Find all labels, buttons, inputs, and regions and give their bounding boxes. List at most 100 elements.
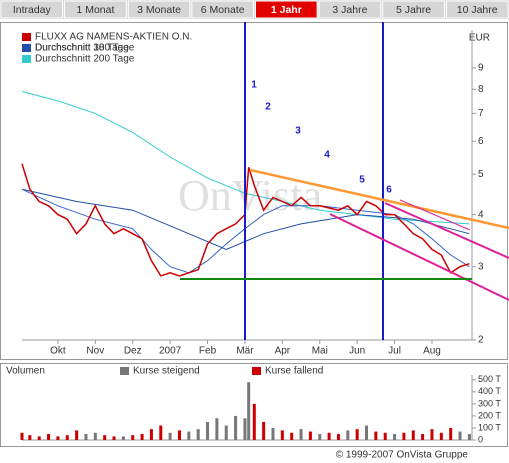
volume-bar (458, 431, 462, 440)
annotation: 4 (324, 150, 330, 161)
volume-bar (112, 436, 116, 440)
x-tick-label: Nov (86, 346, 104, 357)
volume-bar (131, 435, 135, 440)
tab-label[interactable]: 5 Jahre (396, 4, 431, 16)
volume-bar (290, 432, 294, 440)
tab-bar (0, 0, 509, 19)
y-tick-label: 9 (478, 63, 484, 74)
legend-swatch (22, 55, 31, 63)
volume-bar (355, 429, 359, 440)
watermark: OnVista (178, 171, 322, 220)
tab-label[interactable]: 3 Jahre (332, 4, 367, 16)
volume-bar (421, 433, 425, 440)
tab-label[interactable]: 10 Jahre (457, 4, 498, 16)
y-tick-label: 2 (478, 335, 484, 346)
legend-label: Durchschnitt 100 Tage (35, 43, 135, 54)
tab-label[interactable]: 1 Jahr (271, 4, 302, 16)
volume-bar (318, 433, 322, 440)
volume-bar (159, 425, 163, 440)
tab-label[interactable]: 6 Monate (201, 4, 245, 16)
tab[interactable] (255, 0, 318, 19)
volume-bar (262, 421, 266, 440)
trend-line (329, 213, 509, 301)
volume-bar (430, 429, 434, 440)
volume-bar (393, 433, 397, 440)
legend-swatch (22, 44, 31, 52)
trend-line (399, 199, 471, 231)
tab[interactable] (191, 0, 254, 19)
volume-bar (280, 430, 284, 440)
y-tick-label: 0 (478, 434, 483, 444)
annotation: 3 (295, 126, 301, 137)
volume-bar (299, 429, 303, 440)
volume-bar (47, 433, 51, 440)
volume-bar (449, 427, 453, 440)
volume-bar (75, 430, 79, 440)
y-tick-label: 7 (478, 108, 484, 119)
x-tick-label: Mär (236, 346, 254, 357)
volume-bar (20, 432, 24, 440)
volume-bar (37, 436, 41, 440)
volume-bar (121, 436, 125, 440)
volume-bar (84, 433, 88, 440)
y-tick-label: 4 (478, 209, 484, 220)
volume-bar (336, 433, 340, 440)
volume-bar (411, 430, 415, 440)
legend-label: Kurse fallend (265, 366, 323, 377)
y-tick-label: 3 (478, 261, 484, 272)
y-tick-label: 6 (478, 136, 484, 147)
volume-bar (224, 425, 228, 440)
y-tick-label: 8 (478, 84, 484, 95)
volume-bar (308, 431, 312, 440)
volume-bar (177, 430, 181, 440)
volume-bar (247, 382, 251, 440)
currency: EUR (469, 33, 490, 44)
legend-label: Durchschnitt 38 Tage (35, 43, 129, 54)
volume-bar (243, 418, 247, 440)
legend-swatch (22, 33, 31, 41)
tab[interactable] (382, 0, 445, 19)
volume-frame (0, 363, 508, 447)
x-tick-label: Jun (349, 346, 365, 357)
y-tick-label: 5 (478, 169, 484, 180)
line-series (21, 163, 470, 277)
legend-swatch (120, 367, 129, 375)
plot-area: Intraday 1 Monat 3 Monate 6 Monate 1 Jahr 3 J… (0, 0, 509, 444)
x-tick-label: Jul (388, 346, 401, 357)
volume-bar (103, 435, 107, 440)
y-tick-label: 400 T (478, 386, 501, 396)
annotation: 2 (265, 102, 271, 113)
volume-bar (206, 421, 210, 440)
volume-bar (327, 432, 331, 440)
tab[interactable] (318, 0, 382, 19)
x-tick-label: Aug (423, 346, 441, 357)
volume-bar (28, 435, 32, 440)
legend-swatch (252, 367, 261, 375)
x-tick-label: Feb (199, 346, 217, 357)
tab-label[interactable]: 1 Monat (76, 4, 114, 16)
annotation: 1 (251, 80, 257, 91)
copyright: © 1999-2007 OnVista Gruppe (336, 450, 469, 461)
volume-bar (187, 431, 191, 440)
volume-bar (383, 432, 387, 440)
x-tick-label: Mai (312, 346, 328, 357)
volume-bar (346, 430, 350, 440)
tab[interactable] (64, 0, 127, 19)
volume-bar (252, 403, 256, 440)
tab-label[interactable]: Intraday (13, 4, 52, 16)
trend-line (249, 168, 509, 230)
tab[interactable] (0, 0, 64, 19)
tab-label[interactable]: 3 Monate (137, 4, 181, 16)
volume-bar (365, 425, 369, 440)
legend-label: FLUXX AG NAMENS-AKTIEN O.N. (35, 32, 192, 43)
tab[interactable] (445, 0, 509, 19)
volume-title: Volumen (6, 366, 45, 377)
trend-line (384, 202, 509, 259)
volume-bar (271, 427, 275, 440)
x-tick-label: 2007 (159, 346, 182, 357)
tab[interactable] (127, 0, 191, 19)
volume-bar (196, 429, 200, 440)
legend-label: Kurse steigend (133, 366, 200, 377)
